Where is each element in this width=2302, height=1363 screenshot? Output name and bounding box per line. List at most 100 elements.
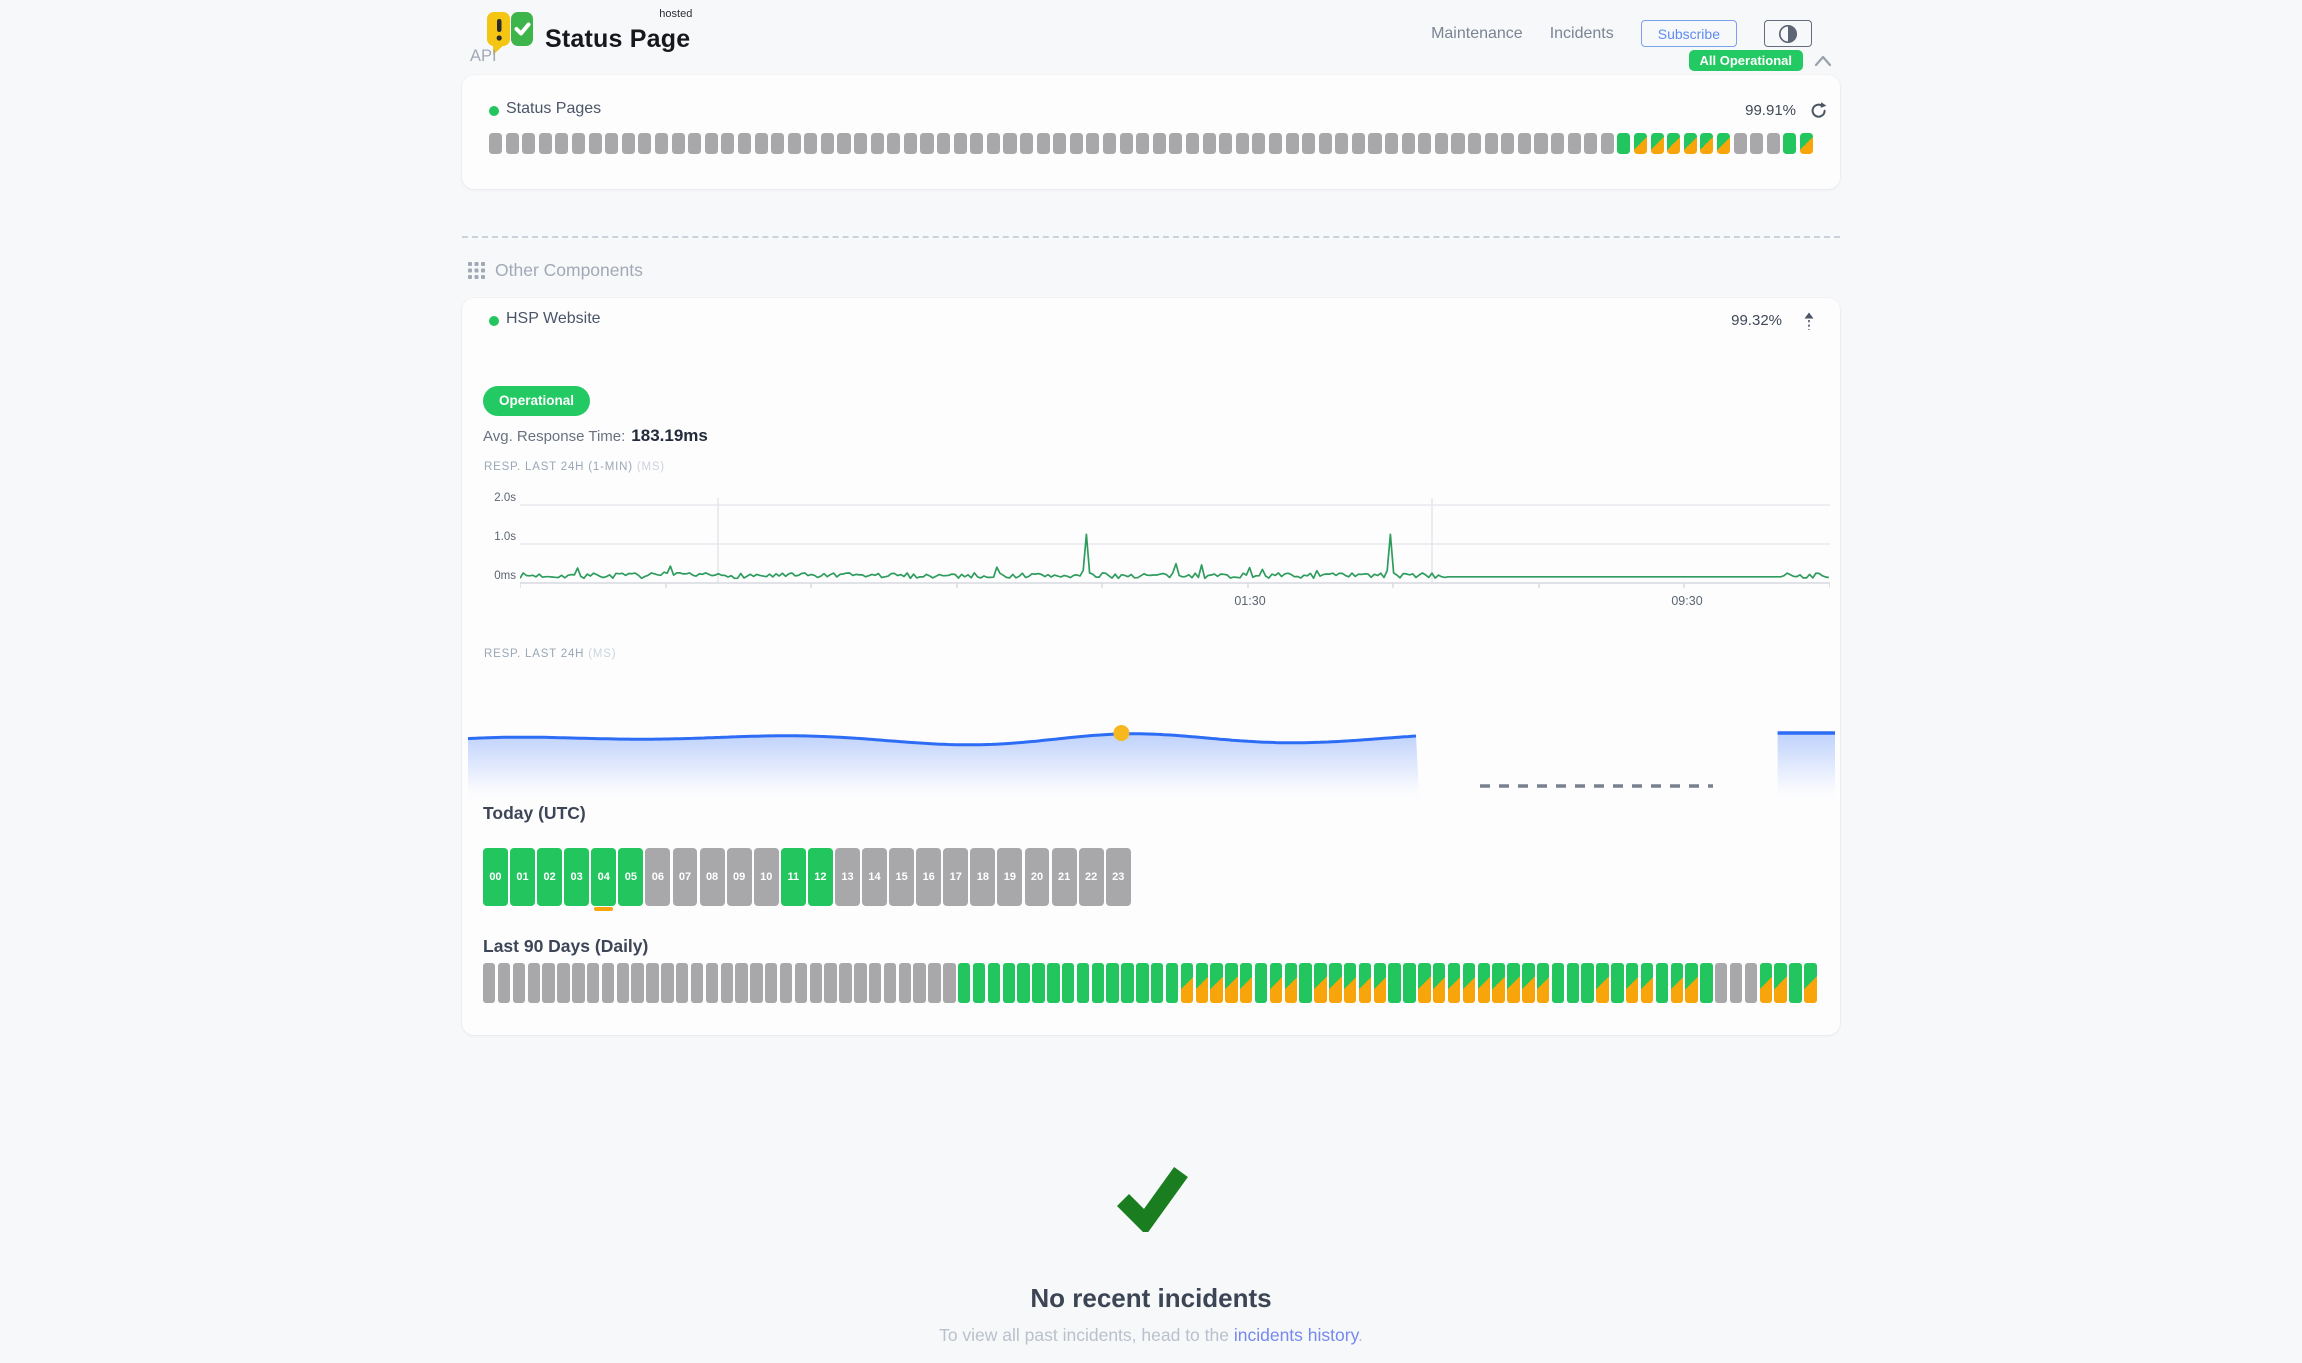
uptime-bar-gray[interactable]: [1235, 133, 1249, 154]
uptime-bar-green[interactable]: [1136, 963, 1149, 1003]
hour-block-11[interactable]: 11: [780, 848, 806, 906]
uptime-bar-mixed[interactable]: [1759, 963, 1773, 1003]
hour-block-01[interactable]: 01: [510, 848, 535, 906]
uptime-bar-gray[interactable]: [937, 133, 951, 154]
uptime-bar-gray[interactable]: [809, 963, 823, 1003]
uptime-bar-gray[interactable]: [588, 133, 602, 154]
uptime-bar-gray[interactable]: [675, 963, 689, 1003]
uptime-bar-green[interactable]: [1403, 963, 1416, 1003]
uptime-bar-gray[interactable]: [571, 133, 586, 154]
hour-block-15[interactable]: 15: [889, 848, 915, 906]
uptime-bar-mixed[interactable]: [1373, 963, 1387, 1003]
uptime-bar-gray[interactable]: [1351, 133, 1365, 154]
uptime-bar-gray[interactable]: [557, 963, 570, 1003]
uptime-bar-mixed[interactable]: [1447, 963, 1461, 1003]
hour-block-23[interactable]: 23: [1105, 848, 1131, 906]
uptime-bar-gray[interactable]: [1451, 133, 1465, 154]
uptime-bar-gray[interactable]: [1119, 133, 1133, 154]
uptime-bar-gray[interactable]: [1567, 133, 1581, 154]
uptime-bar-gray[interactable]: [854, 963, 867, 1003]
uptime-bar-gray[interactable]: [1252, 133, 1266, 154]
hour-block-16[interactable]: 16: [916, 848, 942, 906]
uptime-bar-gray[interactable]: [787, 133, 801, 154]
uptime-bar-mixed[interactable]: [1596, 963, 1609, 1003]
uptime-bar-mixed[interactable]: [1492, 963, 1505, 1003]
uptime-bar-gray[interactable]: [483, 963, 496, 1003]
uptime-bar-mixed[interactable]: [1685, 963, 1698, 1003]
uptime-bar-gray[interactable]: [542, 963, 555, 1003]
uptime-bar-gray[interactable]: [522, 133, 536, 154]
uptime-bar-mixed[interactable]: [1240, 963, 1253, 1003]
uptime-bar-mixed[interactable]: [1625, 963, 1639, 1003]
uptime-bar-gray[interactable]: [920, 133, 934, 154]
uptime-bar-gray[interactable]: [601, 963, 615, 1003]
uptime-bar-gray[interactable]: [1534, 133, 1548, 154]
uptime-bar-mixed[interactable]: [1477, 963, 1490, 1003]
uptime-bar-mixed[interactable]: [1507, 963, 1520, 1003]
uptime-bar-gray[interactable]: [512, 963, 526, 1003]
uptime-bar-green[interactable]: [1783, 133, 1797, 154]
uptime-bar-gray[interactable]: [735, 963, 748, 1003]
uptime-bar-gray[interactable]: [1169, 133, 1183, 154]
uptime-bar-gray[interactable]: [765, 963, 778, 1003]
uptime-bar-gray[interactable]: [721, 133, 735, 154]
hour-block-20[interactable]: 20: [1024, 848, 1050, 906]
uptime-bar-gray[interactable]: [661, 963, 674, 1003]
uptime-bar-mixed[interactable]: [1716, 133, 1731, 154]
uptime-bar-green[interactable]: [1150, 963, 1164, 1003]
uptime-bar-mixed[interactable]: [1536, 963, 1550, 1003]
uptime-bar-gray[interactable]: [1302, 133, 1316, 154]
hour-block-12[interactable]: 12: [807, 848, 833, 906]
uptime-bar-gray[interactable]: [1715, 963, 1728, 1003]
uptime-bar-green[interactable]: [987, 963, 1001, 1003]
uptime-bar-gray[interactable]: [1053, 133, 1067, 154]
uptime-bar-gray[interactable]: [868, 963, 882, 1003]
uptime-bar-green[interactable]: [958, 963, 971, 1003]
uptime-bar-gray[interactable]: [1335, 133, 1349, 154]
uptime-bar-mixed[interactable]: [1804, 963, 1817, 1003]
uptime-bar-gray[interactable]: [794, 963, 808, 1003]
hour-block-09[interactable]: 09: [726, 848, 752, 906]
hour-block-02[interactable]: 02: [537, 848, 563, 906]
uptime-bar-gray[interactable]: [497, 963, 511, 1003]
uptime-bar-green[interactable]: [1254, 963, 1268, 1003]
uptime-bar-gray[interactable]: [631, 963, 644, 1003]
uptime-bar-gray[interactable]: [1385, 133, 1399, 154]
uptime-bar-green[interactable]: [1061, 963, 1075, 1003]
uptime-bar-gray[interactable]: [854, 133, 868, 154]
uptime-bar-gray[interactable]: [1750, 133, 1764, 154]
uptime-bar-green[interactable]: [1611, 963, 1624, 1003]
uptime-bar-gray[interactable]: [804, 133, 818, 154]
incidents-history-link[interactable]: incidents history: [1233, 1325, 1359, 1345]
uptime-bar-gray[interactable]: [616, 963, 630, 1003]
chevron-up-icon[interactable]: [1812, 53, 1834, 69]
uptime-bar-gray[interactable]: [1036, 133, 1050, 154]
response-time-line-chart[interactable]: [520, 498, 1830, 590]
uptime-bar-green[interactable]: [1121, 963, 1134, 1003]
uptime-bar-gray[interactable]: [750, 963, 763, 1003]
uptime-bar-mixed[interactable]: [1225, 963, 1238, 1003]
hour-block-07[interactable]: 07: [672, 848, 698, 906]
hour-block-08[interactable]: 08: [699, 848, 725, 906]
uptime-bar-mixed[interactable]: [1522, 963, 1535, 1003]
hour-block-10[interactable]: 10: [753, 848, 779, 906]
uptime-bar-gray[interactable]: [913, 963, 926, 1003]
uptime-bar-green[interactable]: [1700, 963, 1713, 1003]
uptime-bar-gray[interactable]: [1020, 133, 1034, 154]
uptime-bar-mixed[interactable]: [1640, 963, 1654, 1003]
uptime-bar-mixed[interactable]: [1650, 133, 1664, 154]
uptime-bar-gray[interactable]: [1268, 133, 1282, 154]
subscribe-button[interactable]: Subscribe: [1640, 20, 1737, 47]
uptime-bar-mixed[interactable]: [1700, 133, 1714, 154]
uptime-bar-gray[interactable]: [986, 133, 1000, 154]
uptime-bar-gray[interactable]: [1152, 133, 1166, 154]
uptime-bar-gray[interactable]: [1729, 963, 1743, 1003]
uptime-bar-gray[interactable]: [898, 963, 912, 1003]
theme-toggle-button[interactable]: [1764, 20, 1812, 47]
uptime-bar-gray[interactable]: [1484, 133, 1498, 154]
uptime-bar-gray[interactable]: [505, 133, 519, 154]
uptime-bar-gray[interactable]: [1418, 133, 1432, 154]
hour-block-17[interactable]: 17: [943, 848, 969, 906]
uptime-bar-gray[interactable]: [1551, 133, 1565, 154]
uptime-bar-gray[interactable]: [953, 133, 967, 154]
